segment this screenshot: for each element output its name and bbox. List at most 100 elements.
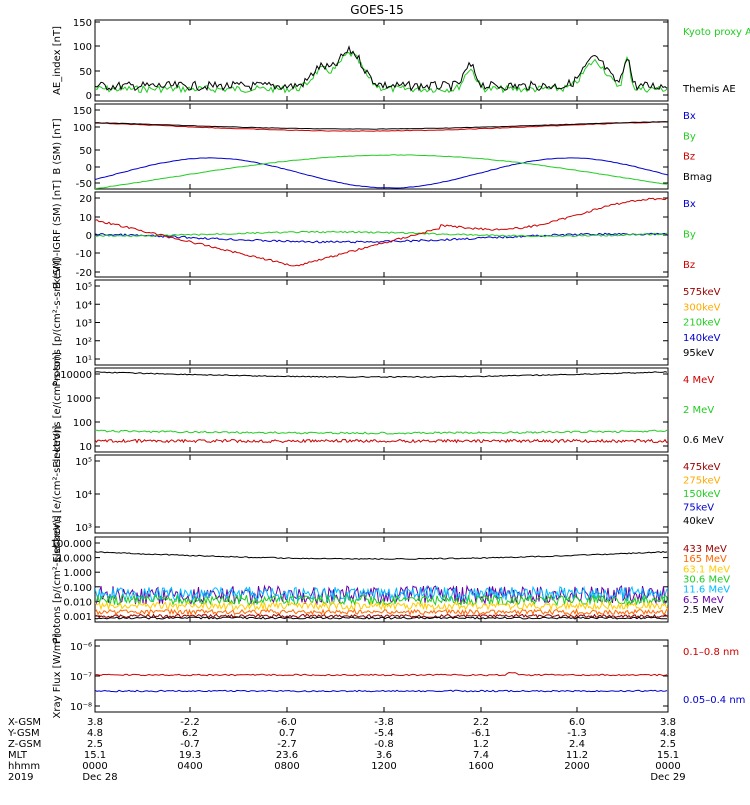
ytick-label: 20 (79, 194, 92, 205)
legend-entry: Bz (683, 152, 695, 163)
series-line (95, 51, 668, 94)
ytick-label: 50 (79, 67, 92, 78)
orbit-table: X-GSMY-GSMZ-GSMMLThhmm20193.84.82.515.10… (7, 717, 686, 783)
ytick-label: 10 (79, 213, 92, 224)
panel-2: -50 0 50 100 150 B (SM) [nT] Bx By Bz Bmag (52, 103, 712, 190)
panel-frame (94, 639, 669, 713)
orbit-cell: 7.4 (473, 750, 489, 761)
series-line (95, 121, 668, 130)
series-line (95, 551, 668, 560)
legend-entry: 210keV (683, 318, 721, 329)
orbit-cell: -6.0 (277, 717, 297, 728)
ytick-label: 10³ (75, 319, 92, 330)
series-line (95, 689, 668, 693)
series-line (95, 600, 668, 612)
orbit-row-label: X-GSM (8, 717, 41, 728)
orbit-cell: 1.2 (473, 739, 489, 750)
orbit-cell: 1200 (371, 761, 396, 772)
legend: Bx By Bz Bmag (683, 111, 712, 183)
orbit-cell: 2.2 (473, 717, 489, 728)
orbit-cell: 0800 (274, 761, 299, 772)
series-line (95, 154, 668, 189)
orbit-row-label: Z-GSM (8, 739, 41, 750)
orbit-cell: 6.0 (569, 717, 585, 728)
traces (95, 671, 668, 693)
series-line (95, 45, 668, 93)
ytick-label: 10² (75, 337, 92, 348)
legend-entry: Kyoto proxy AE (683, 27, 750, 38)
orbit-cell: 0000 (655, 761, 680, 772)
ytick-label: 0 (86, 231, 92, 242)
ytick-label: 10.000 (57, 554, 92, 565)
ytick-label: 0.001 (63, 612, 92, 623)
ytick-label: -10 (76, 249, 92, 260)
series-line (95, 608, 668, 617)
legend: 475keV 275keV 150keV 75keV 40keV (683, 462, 721, 527)
orbit-cell: 15.1 (657, 750, 679, 761)
ytick-label: -50 (76, 179, 92, 190)
series-line (95, 157, 668, 189)
series-line (95, 197, 668, 267)
ylabel: Electrons [e/(cm²-s-sr)] (52, 352, 63, 468)
ytick-label: 0.100 (63, 583, 92, 594)
ytick-label: 100 (73, 123, 92, 134)
orbit-cell: -6.1 (471, 728, 491, 739)
ylabel: Protons [p/(cm²-s-sr-keV)] (52, 258, 63, 386)
orbit-cell: 6.2 (182, 728, 198, 739)
traces (95, 551, 668, 620)
legend-entry: 30.6 MeV (683, 575, 730, 586)
ytick-label: 10⁴ (75, 300, 92, 311)
orbit-cell: 1600 (468, 761, 493, 772)
series-line (95, 371, 668, 378)
legend: Kyoto proxy AE Themis AE (682, 27, 750, 95)
series-line (95, 438, 668, 444)
legend-entry: 40keV (683, 516, 714, 527)
orbit-cell: Dec 29 (650, 772, 685, 783)
panel-4: 10¹ 10² 10³ 10⁴ 10⁵ Protons [p/(cm²-s-sr-keV)… (52, 258, 721, 386)
orbit-cell: 2.4 (569, 739, 585, 750)
traces (95, 197, 668, 267)
legend-entry: Bx (683, 199, 696, 210)
orbit-cell: -2.7 (277, 739, 297, 750)
legend-entry: By (683, 230, 696, 241)
legend-entry: 275keV (683, 476, 721, 487)
legend-entry: 300keV (683, 302, 721, 313)
ytick-label: 10⁴ (75, 490, 92, 501)
orbit-cell: -1.3 (567, 728, 587, 739)
legend: 575keV 300keV 210keV 140keV 95keV (683, 287, 721, 359)
ytick-label: 0.010 (63, 597, 92, 608)
series-line (95, 613, 668, 619)
legend-entry: 0.1–0.8 nm (683, 647, 739, 658)
ytick-label: -20 (76, 268, 92, 279)
orbit-cell: 4.8 (87, 728, 103, 739)
orbit-cell: 19.3 (179, 750, 201, 761)
panel-frame (94, 103, 669, 190)
orbit-cell: Dec 28 (82, 772, 117, 783)
ytick-label: 100.000 (51, 539, 92, 550)
ylabel: Protons [p/(cm²-s-sr-keV)] (52, 515, 63, 643)
series-line (95, 616, 667, 620)
legend-entry: 475keV (683, 462, 721, 473)
orbit-cell: 3.8 (87, 717, 103, 728)
legend-entry: 0.05–0.4 nm (683, 695, 745, 706)
ytick-label: 10³ (75, 523, 92, 534)
ytick-label: 0 (86, 163, 92, 174)
legend-entry: Themis AE (682, 84, 736, 95)
ytick-label: 100 (73, 42, 92, 53)
series-line (95, 230, 668, 238)
traces (95, 121, 668, 189)
ytick-label: 10⁵ (75, 457, 92, 468)
legend-entry: 433 MeV (683, 544, 727, 555)
panel-frame (94, 536, 669, 623)
orbit-row-label: Y-GSM (7, 728, 40, 739)
legend-entry: 140keV (683, 333, 721, 344)
panel-frame (94, 19, 669, 102)
ytick-label: 150 (73, 106, 92, 117)
legend: 4 MeV 2 MeV 0.6 MeV (683, 375, 724, 446)
panel-frame (94, 367, 669, 453)
orbit-cell: 15.1 (84, 750, 106, 761)
ytick-label: 10 (79, 442, 92, 453)
